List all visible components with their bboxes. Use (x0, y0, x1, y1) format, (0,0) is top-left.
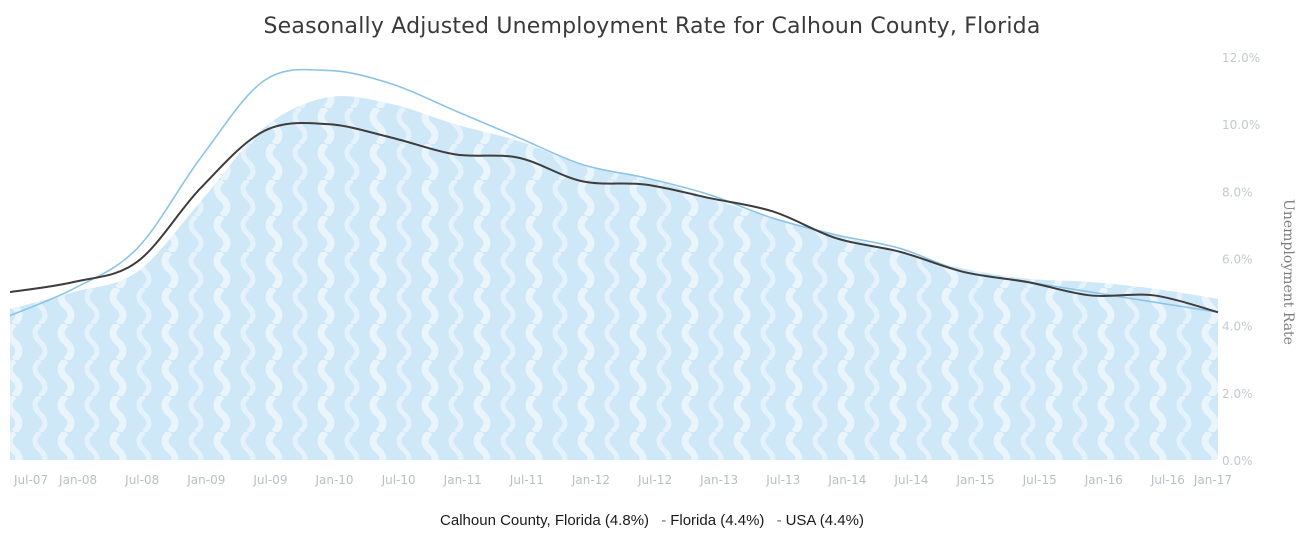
x-tick-label: Jan-12 (571, 473, 610, 487)
x-tick-label: Jul-07 (13, 473, 48, 487)
x-tick-label: Jul-10 (381, 473, 416, 487)
y-tick-label: 0.0% (1222, 454, 1253, 468)
x-tick-label: Jan-16 (1084, 473, 1123, 487)
legend-label-florida: Florida (4.4%) (670, 512, 765, 529)
line-layer (9, 68, 1219, 317)
x-tick-label: Jul-15 (1022, 473, 1057, 487)
legend-label-county: Calhoun County, Florida (4.8%) (440, 512, 650, 529)
x-tick-label: Jan-15 (956, 473, 995, 487)
x-tick-label: Jul-13 (765, 473, 800, 487)
y-tick-label: 10.0% (1222, 118, 1260, 132)
y-tick-label: 12.0% (1222, 51, 1260, 65)
y-tick-label: 2.0% (1222, 387, 1253, 401)
series-line-usa (9, 122, 1219, 314)
legend-dash-icon: - (776, 512, 782, 529)
x-tick-label: Jul-16 (1150, 473, 1185, 487)
x-tick-label: Jan-17 (1193, 473, 1232, 487)
y-axis-ticks: 0.0% 2.0% 4.0% 6.0% 8.0% 10.0% 12.0% (1222, 51, 1260, 468)
x-tick-label: Jul-11 (509, 473, 544, 487)
x-tick-label: Jan-08 (58, 473, 97, 487)
x-tick-label: Jul-12 (637, 473, 672, 487)
y-tick-label: 4.0% (1222, 320, 1253, 334)
x-tick-label: Jan-10 (314, 473, 353, 487)
y-axis-label: Unemployment Rate (1280, 199, 1296, 345)
legend: Calhoun County, Florida (4.8%) - Florida … (0, 512, 1304, 529)
x-tick-label: Jan-14 (827, 473, 866, 487)
x-tick-label: Jan-09 (186, 473, 225, 487)
x-tick-label: Jul-09 (252, 473, 287, 487)
legend-label-usa: USA (4.4%) (785, 512, 864, 529)
x-tick-label: Jul-08 (124, 473, 159, 487)
area-layer (10, 96, 1218, 461)
x-tick-label: Jan-11 (443, 473, 482, 487)
legend-item-usa[interactable]: - USA (4.4%) (777, 512, 864, 529)
area-texture (10, 96, 1218, 461)
legend-item-county[interactable]: Calhoun County, Florida (4.8%) (440, 512, 649, 529)
legend-item-florida[interactable]: - Florida (4.4%) (661, 512, 764, 529)
chart-title: Seasonally Adjusted Unemployment Rate fo… (263, 14, 1041, 39)
x-tick-label: Jan-13 (699, 473, 738, 487)
x-axis-ticks: Jul-07 Jan-08 Jul-08 Jan-09 Jul-09 Jan-10 Jul-… (13, 473, 1232, 487)
legend-dash-icon: - (661, 512, 667, 529)
x-tick-label: Jul-14 (893, 473, 928, 487)
y-tick-label: 6.0% (1222, 253, 1253, 267)
y-tick-label: 8.0% (1222, 185, 1253, 199)
